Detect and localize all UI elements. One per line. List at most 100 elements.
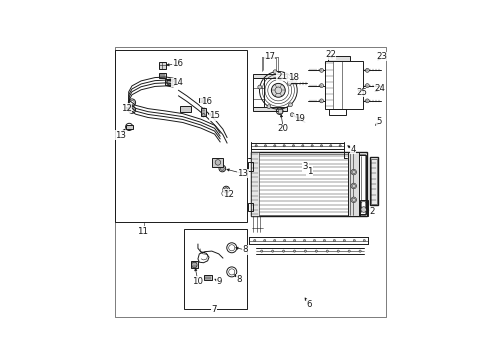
Text: 8: 8 <box>243 246 248 255</box>
Bar <box>212 158 223 167</box>
Circle shape <box>325 250 328 252</box>
Circle shape <box>293 239 295 242</box>
Circle shape <box>319 84 323 87</box>
Bar <box>248 162 252 171</box>
Text: 11: 11 <box>137 227 148 236</box>
Circle shape <box>343 239 345 242</box>
Text: 23: 23 <box>375 52 386 61</box>
Text: 22: 22 <box>325 50 335 59</box>
Circle shape <box>350 183 356 189</box>
Bar <box>370 158 376 204</box>
Circle shape <box>333 239 335 242</box>
Bar <box>183 229 246 309</box>
Circle shape <box>320 145 322 147</box>
Circle shape <box>282 250 284 252</box>
Circle shape <box>360 207 366 212</box>
Text: 15: 15 <box>209 111 220 120</box>
Text: 8: 8 <box>236 275 242 284</box>
Circle shape <box>273 145 275 147</box>
Bar <box>253 78 264 107</box>
Text: 12: 12 <box>121 104 132 113</box>
Circle shape <box>310 145 313 147</box>
Circle shape <box>288 103 292 107</box>
Bar <box>328 109 345 115</box>
Circle shape <box>263 239 265 242</box>
Text: 20: 20 <box>277 124 288 133</box>
Bar <box>201 108 205 116</box>
Bar <box>203 275 211 280</box>
Circle shape <box>273 70 276 74</box>
Circle shape <box>264 145 266 147</box>
Circle shape <box>253 239 255 242</box>
Circle shape <box>292 79 296 83</box>
Circle shape <box>358 250 361 252</box>
Text: 1: 1 <box>306 167 311 176</box>
Circle shape <box>319 68 323 72</box>
Text: 6: 6 <box>305 300 311 309</box>
Text: 5: 5 <box>376 117 382 126</box>
Text: 9: 9 <box>216 277 222 286</box>
Circle shape <box>365 99 368 103</box>
Text: 19: 19 <box>293 114 304 123</box>
Text: 13: 13 <box>237 169 248 178</box>
Circle shape <box>315 250 317 252</box>
Circle shape <box>350 197 356 203</box>
Text: 14: 14 <box>171 78 183 87</box>
Text: 1: 1 <box>306 167 311 176</box>
Circle shape <box>304 250 306 252</box>
Text: 18: 18 <box>287 73 299 82</box>
Circle shape <box>350 169 356 175</box>
Text: 7: 7 <box>211 305 216 314</box>
Circle shape <box>224 188 228 192</box>
Circle shape <box>363 239 365 242</box>
Text: 4: 4 <box>350 145 355 154</box>
Circle shape <box>283 145 285 147</box>
Text: 12: 12 <box>223 190 233 199</box>
Bar <box>159 73 166 78</box>
Circle shape <box>347 250 349 252</box>
Circle shape <box>166 80 172 85</box>
Circle shape <box>292 145 294 147</box>
Text: 7: 7 <box>211 305 216 314</box>
Circle shape <box>338 145 341 147</box>
Circle shape <box>283 239 285 242</box>
Text: 11: 11 <box>137 227 148 236</box>
Text: 2: 2 <box>368 207 374 216</box>
Bar <box>358 155 366 214</box>
Circle shape <box>220 167 224 170</box>
Bar <box>369 157 377 205</box>
Circle shape <box>273 239 275 242</box>
Circle shape <box>266 105 270 109</box>
Text: 3: 3 <box>302 162 307 171</box>
Bar <box>180 105 191 112</box>
Bar <box>324 61 363 109</box>
Circle shape <box>260 250 262 252</box>
Circle shape <box>313 239 315 242</box>
Circle shape <box>301 145 304 147</box>
Circle shape <box>271 250 273 252</box>
Bar <box>165 79 174 85</box>
Text: 21: 21 <box>276 72 286 81</box>
Bar <box>347 152 358 216</box>
Text: 13: 13 <box>115 131 125 140</box>
Text: 24: 24 <box>374 84 385 93</box>
Bar <box>250 152 259 216</box>
Bar <box>248 203 252 211</box>
Bar <box>199 98 204 102</box>
Bar <box>327 56 349 61</box>
Circle shape <box>271 84 285 97</box>
Circle shape <box>293 250 295 252</box>
Circle shape <box>255 145 257 147</box>
Circle shape <box>336 250 339 252</box>
Bar <box>158 62 166 69</box>
Bar <box>359 200 367 216</box>
Text: 10: 10 <box>192 276 203 285</box>
Circle shape <box>215 159 220 165</box>
Circle shape <box>257 85 261 89</box>
Bar <box>253 107 286 111</box>
Circle shape <box>323 239 325 242</box>
Bar <box>252 153 365 215</box>
Circle shape <box>319 99 323 103</box>
Text: 3: 3 <box>302 162 307 171</box>
Bar <box>277 109 282 113</box>
